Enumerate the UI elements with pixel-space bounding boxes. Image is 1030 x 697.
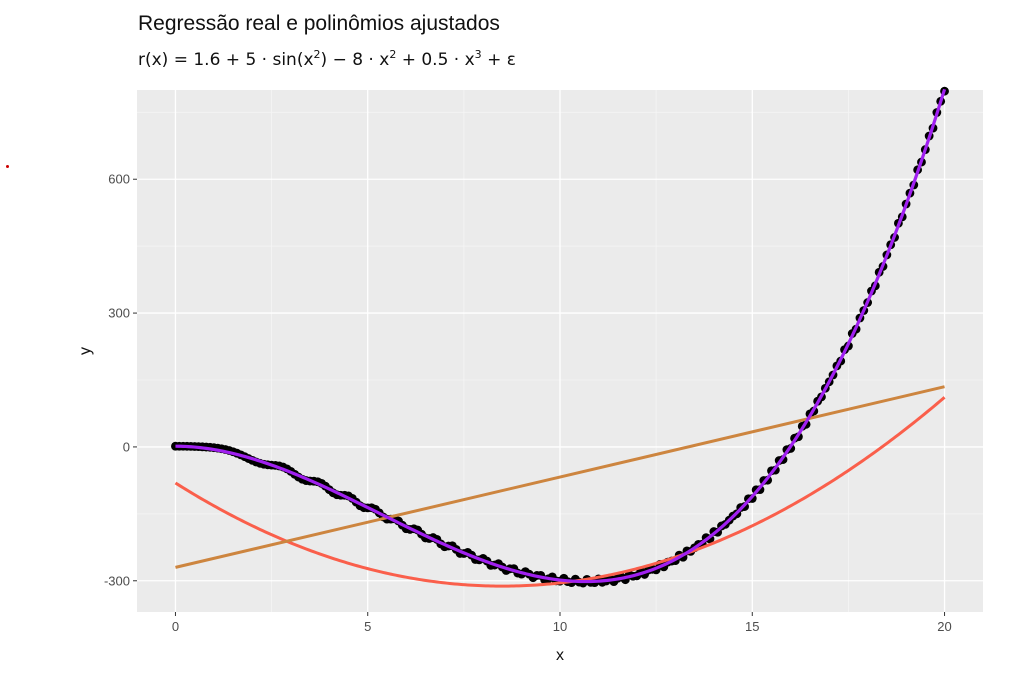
x-tick-label: 5 bbox=[364, 619, 371, 634]
subtitle-part: + ε bbox=[481, 50, 516, 70]
chart-title: Regressão real e polinômios ajustados bbox=[138, 12, 500, 35]
y-tick-label: -300 bbox=[104, 573, 130, 588]
grid bbox=[137, 90, 983, 612]
axes: 0 5 10 15 20 -300 0 300 600 bbox=[104, 172, 952, 634]
stray-dot bbox=[6, 165, 9, 168]
series-line-true bbox=[175, 88, 947, 584]
subtitle-part: r(x) = 1.6 + 5 · sin(x bbox=[138, 50, 314, 70]
y-axis-title: y bbox=[77, 347, 94, 355]
y-tick-label: 600 bbox=[108, 172, 130, 187]
chart-marks bbox=[171, 86, 949, 588]
x-tick-label: 0 bbox=[172, 619, 179, 634]
y-tick-label: 300 bbox=[108, 306, 130, 321]
series-line-degree1 bbox=[175, 385, 945, 569]
y-tick-label: 0 bbox=[123, 439, 130, 454]
x-tick-label: 20 bbox=[937, 619, 951, 634]
subtitle-part: ) − 8 · x bbox=[320, 50, 390, 70]
series-line-degree2 bbox=[174, 396, 946, 588]
subtitle-sup: 2 bbox=[389, 48, 397, 61]
subtitle-part: + 0.5 · x bbox=[396, 50, 475, 70]
x-axis-title: x bbox=[556, 647, 564, 664]
subtitle-sup: 3 bbox=[474, 48, 482, 61]
x-tick-label: 10 bbox=[553, 619, 567, 634]
x-tick-label: 15 bbox=[745, 619, 759, 634]
chart-subtitle: r(x) = 1.6 + 5 · sin(x2) − 8 · x2 + 0.5 … bbox=[138, 48, 516, 70]
subtitle-sup: 2 bbox=[313, 48, 321, 61]
